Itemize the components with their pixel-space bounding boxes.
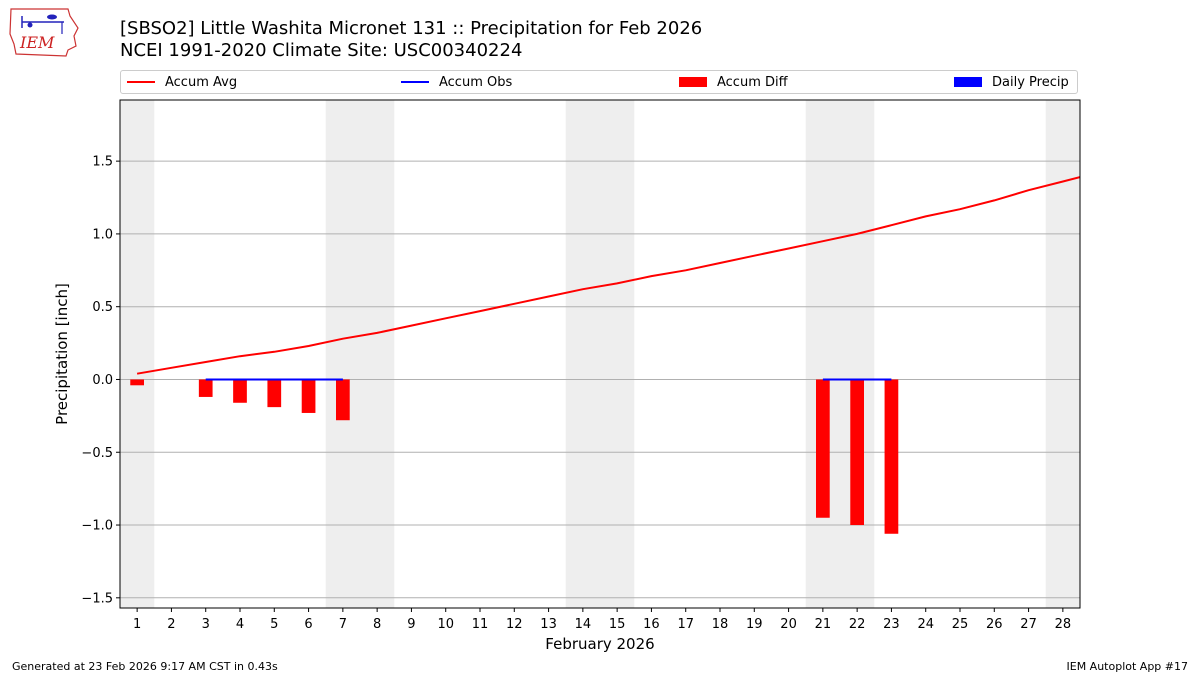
weekend-band-4 <box>1045 100 1080 608</box>
y-tick-label-5: 1.0 <box>92 227 113 242</box>
legend-swatch-accum-obs <box>401 81 429 83</box>
accum-avg-line <box>136 176 1080 375</box>
y-tick-label-6: 1.5 <box>92 155 113 170</box>
x-tick-label-22: 22 <box>849 617 866 632</box>
chart-subtitle: NCEI 1991-2020 Climate Site: USC00340224 <box>120 40 523 61</box>
x-tick-label-4: 4 <box>236 617 244 632</box>
x-tick-label-16: 16 <box>643 617 660 632</box>
x-tick-label-14: 14 <box>575 617 592 632</box>
x-tick-label-6: 6 <box>304 617 312 632</box>
x-tick-label-25: 25 <box>952 617 969 632</box>
legend-swatch-daily-precip <box>954 77 982 87</box>
x-tick-label-15: 15 <box>609 617 626 632</box>
x-tick-label-21: 21 <box>815 617 832 632</box>
footer-app: IEM Autoplot App #17 <box>1066 660 1189 673</box>
diff-bar-day-21 <box>816 379 830 518</box>
x-tick-label-9: 9 <box>407 617 415 632</box>
x-tick-label-23: 23 <box>883 617 900 632</box>
footer-generated: Generated at 23 Feb 2026 9:17 AM CST in … <box>12 660 278 673</box>
legend-label-accum-obs: Accum Obs <box>439 74 513 90</box>
y-tick-label-0: −1.5 <box>81 591 113 606</box>
x-tick-label-28: 28 <box>1055 617 1072 632</box>
x-tick-label-26: 26 <box>986 617 1003 632</box>
x-tick-label-17: 17 <box>677 617 694 632</box>
iem-logo: IEM <box>8 6 80 62</box>
x-axis-label: February 2026 <box>545 635 654 653</box>
x-tick-label-11: 11 <box>472 617 489 632</box>
x-tick-label-2: 2 <box>167 617 175 632</box>
legend-label-accum-diff: Accum Diff <box>717 74 788 90</box>
diff-bar-day-23 <box>884 379 899 534</box>
y-tick-label-4: 0.5 <box>92 300 113 315</box>
x-tick-label-24: 24 <box>917 617 934 632</box>
legend-label-daily-precip: Daily Precip <box>992 74 1069 90</box>
y-tick-label-2: −0.5 <box>81 446 113 461</box>
logo-text: IEM <box>19 33 55 52</box>
y-axis-label: Precipitation [inch] <box>53 283 71 425</box>
x-tick-label-8: 8 <box>373 617 381 632</box>
diff-bar-day-4 <box>233 379 247 403</box>
weekend-band-2 <box>565 100 635 608</box>
x-tick-label-10: 10 <box>437 617 454 632</box>
legend-swatch-accum-avg <box>127 81 155 83</box>
diff-bar-day-1 <box>130 379 144 386</box>
diff-bar-day-22 <box>850 379 864 526</box>
diff-bar-day-3 <box>198 379 213 397</box>
diff-bar-day-6 <box>301 379 316 413</box>
weekend-band-3 <box>805 100 875 608</box>
legend-item-daily-precip: Daily Precip <box>954 74 1069 90</box>
weekend-band-0 <box>120 100 155 608</box>
chart-title: [SBSO2] Little Washita Micronet 131 :: P… <box>120 18 703 39</box>
x-tick-label-12: 12 <box>506 617 523 632</box>
x-tick-label-13: 13 <box>540 617 557 632</box>
weekend-band-1 <box>325 100 395 608</box>
x-tick-label-27: 27 <box>1020 617 1037 632</box>
y-tick-label-3: 0.0 <box>92 373 113 388</box>
x-tick-label-18: 18 <box>712 617 729 632</box>
x-tick-label-19: 19 <box>746 617 763 632</box>
diff-bar-day-5 <box>267 379 282 408</box>
y-tick-label-1: −1.0 <box>81 519 113 534</box>
legend-item-accum-obs: Accum Obs <box>401 74 512 90</box>
x-tick-label-5: 5 <box>270 617 278 632</box>
legend-swatch-accum-diff <box>679 77 707 87</box>
legend-item-accum-avg: Accum Avg <box>127 74 237 90</box>
legend-label-accum-avg: Accum Avg <box>165 74 238 90</box>
x-tick-label-20: 20 <box>780 617 797 632</box>
diff-bar-day-7 <box>336 379 350 421</box>
x-tick-label-3: 3 <box>202 617 210 632</box>
plot-frame <box>119 99 1081 609</box>
x-tick-label-1: 1 <box>133 617 141 632</box>
chart-legend: Accum Avg Accum Obs Accum Diff Daily Pre… <box>120 70 1078 94</box>
legend-item-accum-diff: Accum Diff <box>679 74 788 90</box>
x-tick-label-7: 7 <box>339 617 347 632</box>
